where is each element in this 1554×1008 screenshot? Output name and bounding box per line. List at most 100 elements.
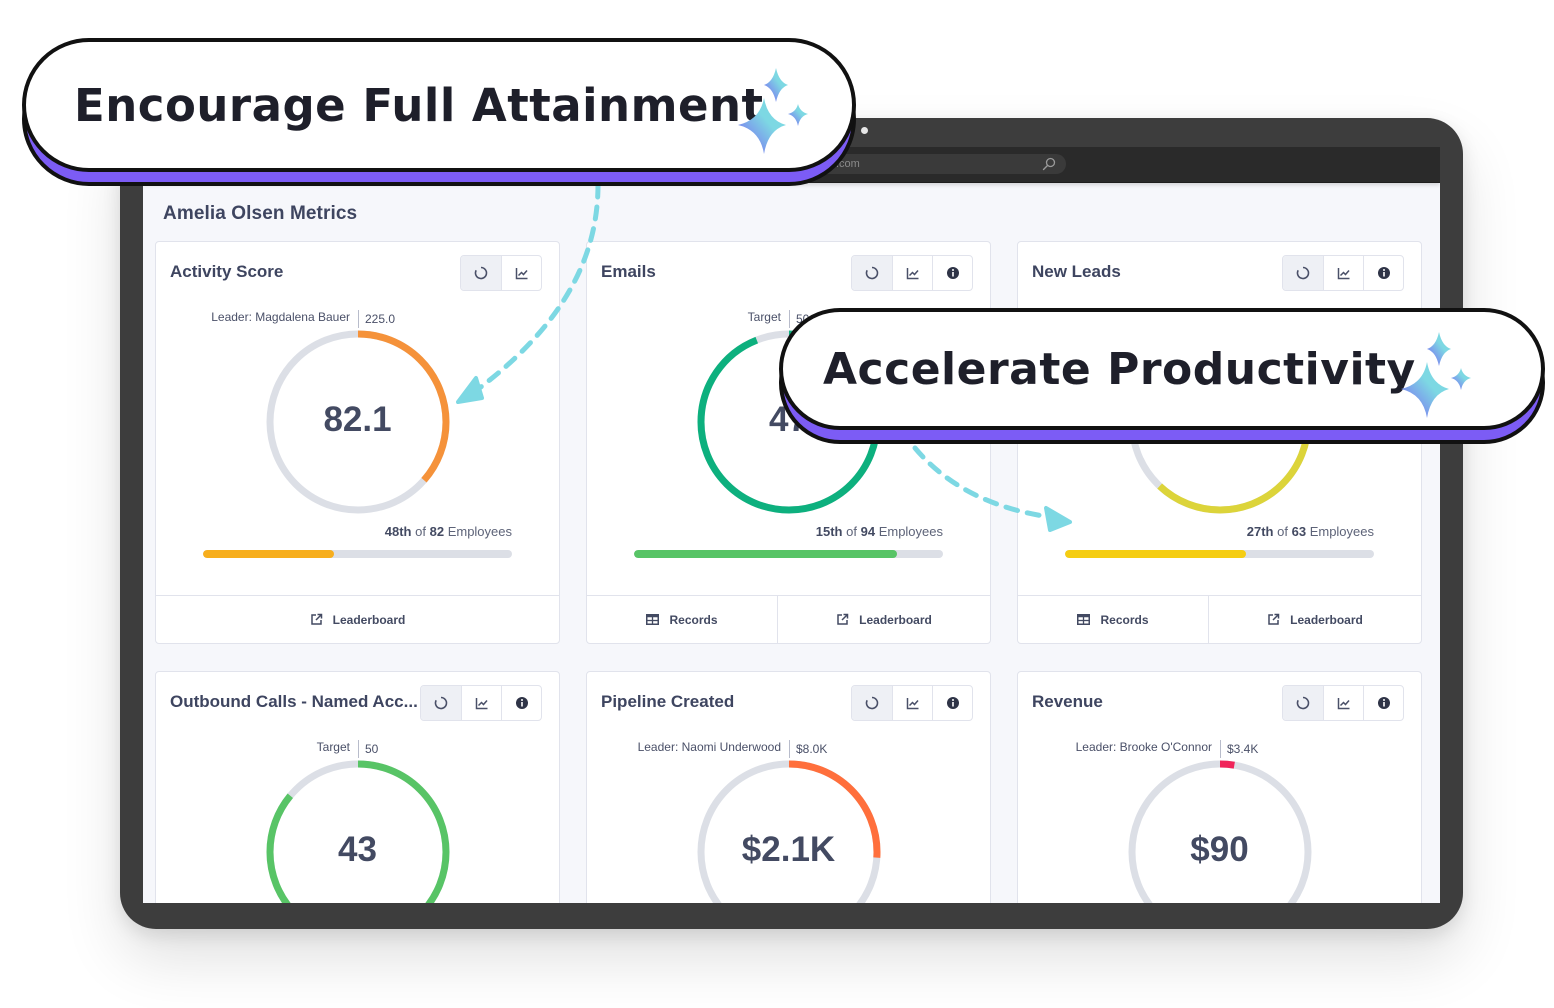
line-chart-button[interactable] [1323, 256, 1363, 290]
ring-reference-label: Leader: Naomi Underwood [638, 740, 787, 754]
external-link-icon [310, 613, 323, 626]
info-button[interactable] [501, 686, 541, 720]
line-chart-button[interactable] [501, 256, 541, 290]
address-bar[interactable]: .com [798, 154, 1066, 174]
card-title: Emails [601, 262, 656, 281]
leaderboard-button[interactable]: Leaderboard [777, 596, 990, 643]
url-text: .com [836, 158, 860, 170]
screen: .com Amelia Olsen Metrics Activity Score… [143, 147, 1440, 903]
progress-ring [697, 760, 881, 903]
view-toggle-group [420, 685, 542, 721]
card-footer: Records Leaderboard [1018, 595, 1421, 643]
line-chart-button[interactable] [892, 686, 932, 720]
ring-reference-value-wrap: $3.4K [1220, 740, 1258, 758]
card-title: Revenue [1032, 692, 1103, 711]
line-chart-button[interactable] [1323, 686, 1363, 720]
ring-chart-button[interactable] [852, 256, 892, 290]
ring-chart-button[interactable] [421, 686, 461, 720]
reference-value: 225.0 [365, 312, 396, 326]
ring-chart-button[interactable] [461, 256, 501, 290]
reference-value: $3.4K [1227, 742, 1259, 756]
table-icon [1077, 614, 1091, 625]
ring-chart-icon [1296, 266, 1310, 280]
metric-card-outbound-calls-named-acc: Outbound Calls - Named Acc... Target 50 4… [155, 671, 560, 903]
card-title: New Leads [1032, 262, 1121, 281]
reference-name: Leader: Magdalena Bauer [211, 310, 350, 324]
view-toggle-group [851, 685, 973, 721]
leaderboard-button[interactable]: Leaderboard [1208, 596, 1421, 643]
rank-total: 94 [860, 524, 876, 539]
info-icon [515, 696, 529, 710]
metric-value: 82.1 [323, 400, 392, 439]
rank-text: 27th of 63 Employees [1246, 524, 1374, 539]
ring-reference-label: Leader: Magdalena Bauer [211, 310, 356, 324]
records-button[interactable]: Records [1018, 596, 1208, 643]
external-link-icon [1267, 613, 1280, 626]
card-footer: Leaderboard [156, 595, 559, 643]
ring-chart-icon [865, 266, 879, 280]
ring-chart-button[interactable] [1283, 686, 1323, 720]
card-footer: Records Leaderboard [587, 595, 990, 643]
metric-card-revenue: Revenue Leader: Brooke O'Connor $3.4K $90 [1017, 671, 1422, 903]
camera-dot [861, 127, 868, 134]
progress-ring [266, 760, 450, 903]
rank-text: 15th of 94 Employees [815, 524, 943, 539]
card-title: Pipeline Created [601, 692, 735, 711]
ring-reference-value-wrap: 225.0 [358, 310, 395, 328]
line-chart-icon [475, 696, 489, 710]
callout-text: Encourage Full Attainment [74, 78, 764, 132]
info-button[interactable] [1363, 686, 1403, 720]
line-chart-icon [906, 266, 920, 280]
info-button[interactable] [932, 686, 972, 720]
laptop-frame: .com Amelia Olsen Metrics Activity Score… [120, 118, 1463, 929]
progress-ring [1128, 760, 1312, 903]
table-icon [646, 614, 660, 625]
rank-progress-bar [634, 550, 943, 558]
card-title: Outbound Calls - Named Acc... [170, 692, 418, 711]
reference-name: Leader: Brooke O'Connor [1075, 740, 1212, 754]
line-chart-icon [1337, 696, 1351, 710]
ring-reference-label: Target [317, 740, 356, 754]
line-chart-icon [515, 266, 529, 280]
sparkles-icon [1401, 332, 1471, 418]
metric-card-pipeline-created: Pipeline Created Leader: Naomi Underwood… [586, 671, 991, 903]
metric-value: $2.1K [741, 830, 836, 869]
info-button[interactable] [932, 256, 972, 290]
ring-reference-value-wrap: $8.0K [789, 740, 827, 758]
info-button[interactable] [1363, 256, 1403, 290]
ring-chart-icon [434, 696, 448, 710]
reference-name: Target [747, 310, 781, 324]
rank-progress-bar [1065, 550, 1374, 558]
view-toggle-group [1282, 685, 1404, 721]
line-chart-button[interactable] [461, 686, 501, 720]
line-chart-button[interactable] [892, 256, 932, 290]
reference-name: Target [316, 740, 350, 754]
rank-progress-bar [203, 550, 512, 558]
line-chart-icon [906, 696, 920, 710]
ring-reference-label: Target [748, 310, 787, 324]
dashboard: Amelia Olsen Metrics Activity Score Lead… [143, 183, 1440, 903]
ring-chart-icon [1296, 696, 1310, 710]
leaderboard-button[interactable]: Leaderboard [156, 596, 559, 643]
callout-text: Accelerate Productivity [823, 343, 1416, 395]
ring-reference-label: Leader: Brooke O'Connor [1076, 740, 1218, 754]
progress-ring [266, 330, 450, 514]
info-icon [946, 696, 960, 710]
ring-chart-icon [865, 696, 879, 710]
rank-position: 27th [1246, 524, 1274, 539]
ring-chart-button[interactable] [852, 686, 892, 720]
rank-position: 48th [384, 524, 412, 539]
metric-card-activity-score: Activity Score Leader: Magdalena Bauer 2… [155, 241, 560, 644]
records-button[interactable]: Records [587, 596, 777, 643]
metric-value: $90 [1190, 830, 1249, 869]
rank-total: 63 [1291, 524, 1307, 539]
reference-value: 50 [365, 742, 379, 756]
ring-chart-icon [474, 266, 488, 280]
view-toggle-group [1282, 255, 1404, 291]
reference-name: Leader: Naomi Underwood [637, 740, 781, 754]
ring-chart-button[interactable] [1283, 256, 1323, 290]
sparkles-icon [738, 68, 808, 154]
view-toggle-group [460, 255, 542, 291]
callout-accelerate-productivity: Accelerate Productivity [779, 308, 1545, 444]
